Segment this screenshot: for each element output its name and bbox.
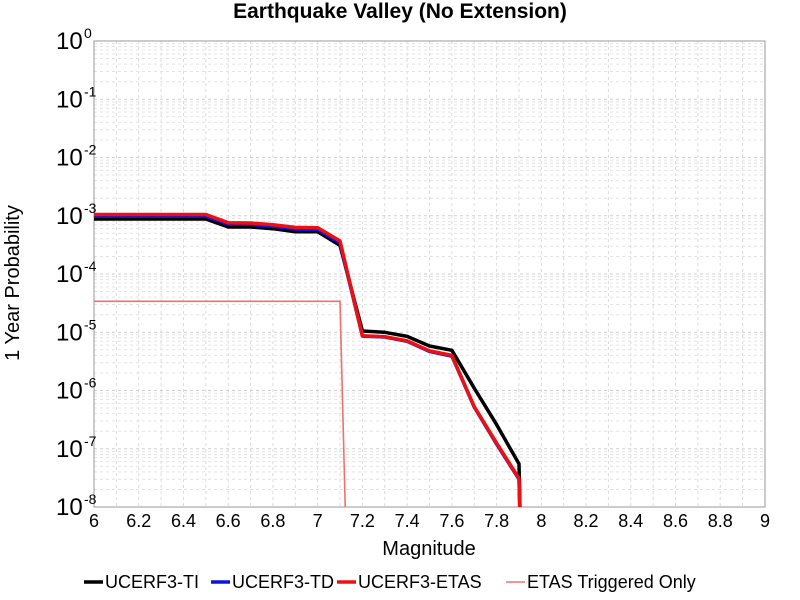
y-tick-exponent: -8 bbox=[84, 491, 97, 507]
x-tick-label: 7.8 bbox=[484, 511, 509, 531]
y-tick-label: 10 bbox=[56, 145, 83, 172]
plot-frame bbox=[93, 40, 766, 508]
grid bbox=[93, 41, 766, 508]
y-tick-label: 10 bbox=[56, 494, 83, 521]
series-line-ucerf3-ti bbox=[94, 217, 522, 507]
x-tick-label: 8 bbox=[536, 511, 546, 531]
y-tick-exponent: -4 bbox=[84, 258, 97, 274]
x-tick-label: 6.4 bbox=[171, 511, 196, 531]
y-tick-label: 10 bbox=[56, 261, 83, 288]
y-tick-exponent: 0 bbox=[84, 25, 92, 41]
x-tick-label: 7 bbox=[313, 511, 323, 531]
y-tick-label: 10 bbox=[56, 86, 83, 113]
x-tick-label: 6 bbox=[89, 511, 99, 531]
y-tick-exponent: -3 bbox=[84, 200, 97, 216]
legend-label-ucerf3-etas: UCERF3-ETAS bbox=[358, 572, 482, 592]
legend: UCERF3-TI UCERF3-TD UCERF3-ETAS ETAS Trigge… bbox=[84, 572, 696, 592]
y-tick-label: 10 bbox=[56, 378, 83, 405]
x-tick-labels: 6 6.2 6.4 6.6 6.8 7 7.2 7.4 7.6 7.8 8 8.2 8.4 8.6 8.8 9 bbox=[89, 511, 770, 531]
series-line-ucerf3-etas bbox=[94, 212, 522, 507]
y-tick-exponent: -6 bbox=[84, 375, 97, 391]
series-layer bbox=[94, 212, 522, 507]
x-tick-label: 8.2 bbox=[574, 511, 599, 531]
legend-label-ucerf3-ti: UCERF3-TI bbox=[105, 572, 199, 592]
series-line-etas-triggered-only bbox=[94, 300, 347, 507]
y-tick-label: 10 bbox=[56, 436, 83, 463]
y-tick-exponent: -2 bbox=[84, 142, 97, 158]
x-tick-label: 7.4 bbox=[395, 511, 420, 531]
y-axis-label: 1 Year Probability bbox=[2, 205, 24, 361]
x-tick-label: 7.6 bbox=[439, 511, 464, 531]
y-tick-exponent: -5 bbox=[84, 316, 97, 332]
x-tick-label: 6.8 bbox=[260, 511, 285, 531]
y-tick-exponent: -1 bbox=[84, 83, 97, 99]
legend-label-ucerf3-td: UCERF3-TD bbox=[232, 572, 334, 592]
x-tick-label: 6.6 bbox=[216, 511, 241, 531]
y-tick-label: 10 bbox=[56, 28, 83, 55]
x-tick-label: 6.2 bbox=[126, 511, 151, 531]
x-tick-label: 7.2 bbox=[350, 511, 375, 531]
x-tick-label: 8.8 bbox=[708, 511, 733, 531]
y-tick-exponent: -7 bbox=[84, 433, 97, 449]
legend-label-etas-triggered-only: ETAS Triggered Only bbox=[527, 572, 696, 592]
y-tick-label: 10 bbox=[56, 203, 83, 230]
y-tick-label: 10 bbox=[56, 319, 83, 346]
chart-title: Earthquake Valley (No Extension) bbox=[233, 0, 567, 23]
x-tick-label: 8.4 bbox=[618, 511, 643, 531]
x-tick-label: 8.6 bbox=[663, 511, 688, 531]
x-axis-label: Magnitude bbox=[382, 538, 475, 560]
x-tick-label: 9 bbox=[760, 511, 770, 531]
